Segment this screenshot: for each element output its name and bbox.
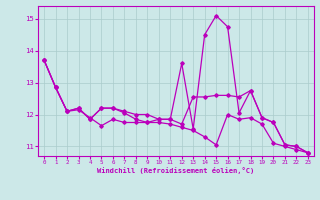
X-axis label: Windchill (Refroidissement éolien,°C): Windchill (Refroidissement éolien,°C) [97,167,255,174]
